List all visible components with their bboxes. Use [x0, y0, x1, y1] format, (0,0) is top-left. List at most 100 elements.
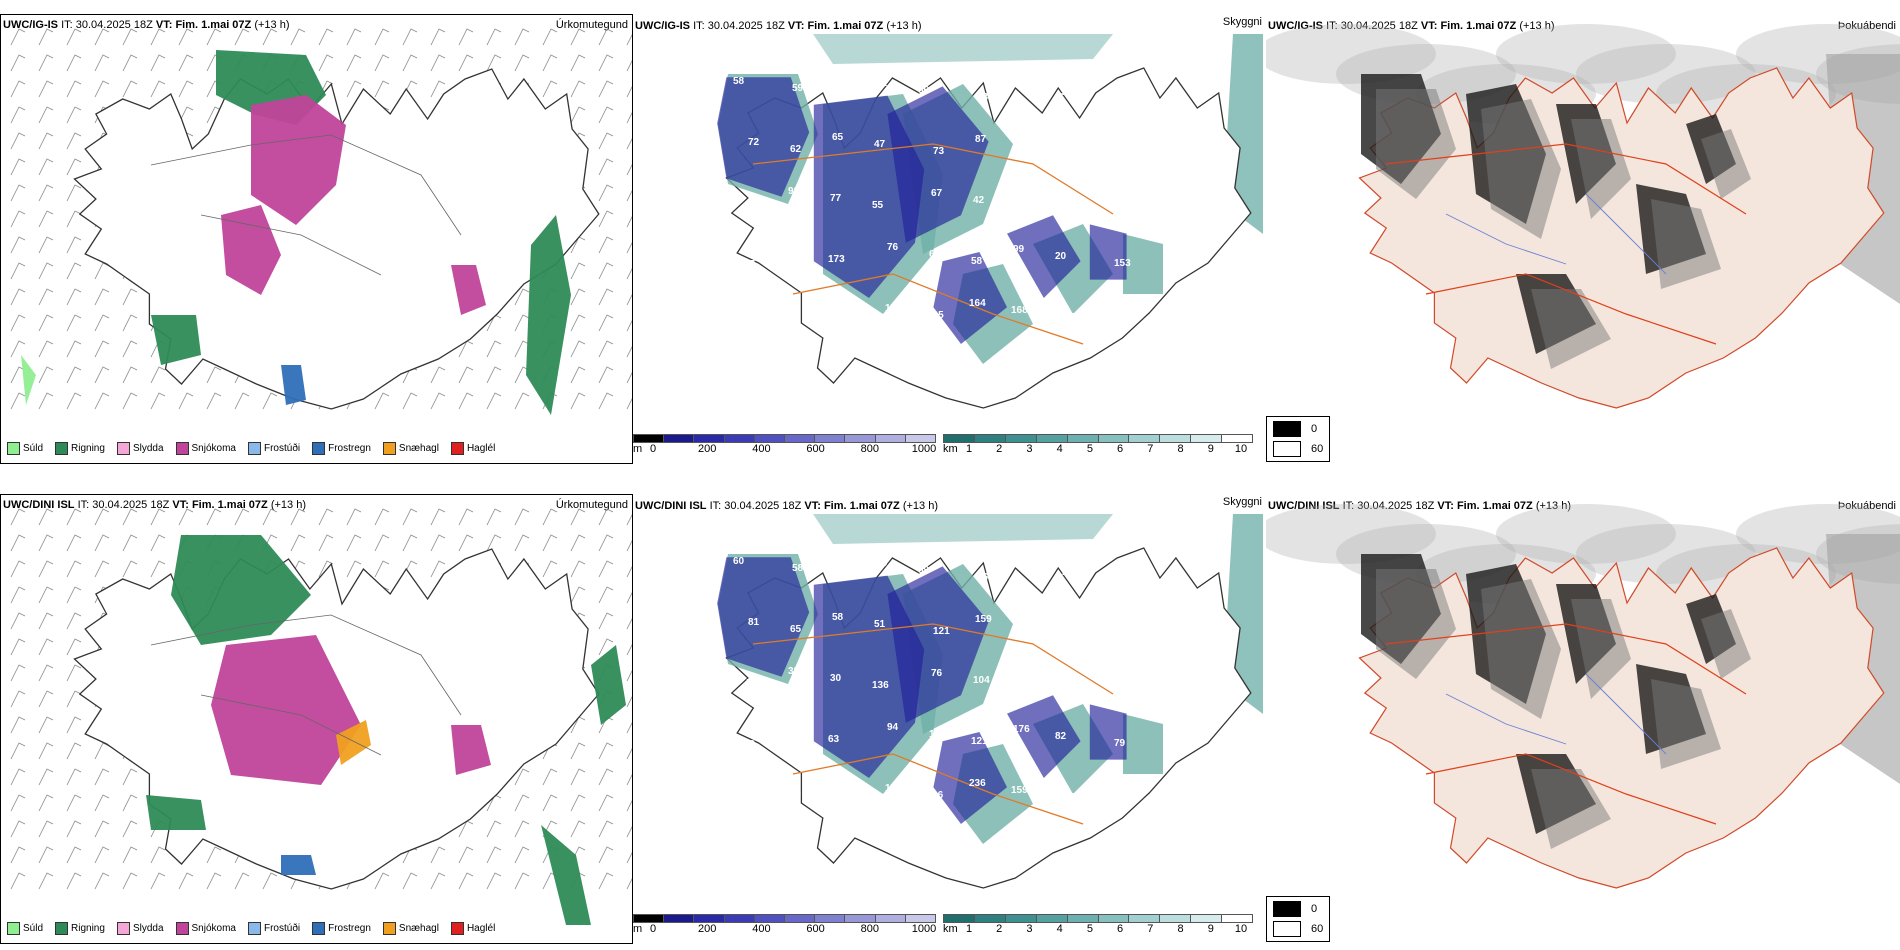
- wind-barb: [374, 28, 390, 46]
- wind-barb: [374, 872, 390, 890]
- precip-area: [591, 645, 626, 725]
- precip-type-panel-bottom: UWC/DINI ISL IT: 30.04.2025 18Z VT: Fim.…: [0, 494, 633, 944]
- fog-band: [1496, 504, 1676, 564]
- wind-barb: [10, 586, 26, 604]
- wind-barb: [66, 340, 82, 358]
- wind-barb: [38, 508, 54, 526]
- wind-barb: [458, 872, 474, 890]
- wind-barb: [122, 288, 138, 306]
- wind-barb: [626, 60, 632, 72]
- wind-barb: [626, 34, 632, 46]
- wind-barb: [38, 210, 54, 228]
- wind-barb: [10, 158, 26, 176]
- legend-item: Frostúði: [247, 922, 301, 935]
- legend-label: Haglél: [466, 443, 496, 454]
- cloud-base-label: 6: [782, 369, 788, 380]
- legend-label: Snjókoma: [191, 923, 236, 934]
- colorbar-tick-label: 10: [1234, 923, 1248, 935]
- colorbar-strip: [943, 434, 1253, 443]
- fog-legend-row: 60: [1273, 441, 1323, 457]
- precip-area: [281, 365, 306, 405]
- cloud-base-label: 60: [733, 556, 745, 567]
- panel-header: UWC/IG-IS IT: 30.04.2025 18Z VT: Fim. 1.…: [635, 20, 922, 32]
- cloud-base-label: 57: [746, 678, 758, 689]
- wind-barb: [598, 794, 614, 812]
- colorbar-step: [1160, 915, 1192, 922]
- legend-label: Frostúði: [263, 923, 301, 934]
- cloud-base-label: 76: [931, 668, 943, 679]
- wind-barb: [66, 288, 82, 306]
- wind-barb: [66, 28, 82, 46]
- wind-barb: [38, 794, 54, 812]
- wind-barb: [430, 872, 446, 890]
- colorbar-step: [944, 435, 975, 442]
- colorbar-step: [754, 915, 786, 922]
- cloud-base-label: 57: [1103, 94, 1115, 105]
- wind-barb: [598, 28, 614, 46]
- roads: [1385, 623, 1747, 825]
- wind-barb: [38, 690, 54, 708]
- legend-item: Slydda: [116, 442, 164, 455]
- wind-barb: [94, 820, 110, 838]
- wind-barb: [10, 106, 26, 124]
- colorbar-step: [1222, 435, 1253, 442]
- colorbar-unit: km: [943, 443, 958, 455]
- cloud-base-label: 95: [826, 776, 838, 787]
- precip-legend: Súld Rigning Slydda Snjókoma Frostúði Frostre…: [7, 442, 495, 455]
- wind-barb: [430, 28, 446, 46]
- colorbar-step: [634, 435, 665, 442]
- wind-barb: [38, 54, 54, 72]
- cloud-base-label: 58: [971, 256, 983, 267]
- wind-barb: [122, 768, 138, 786]
- low-cloud-base: [887, 86, 989, 243]
- cloud-base-label: 50: [1057, 670, 1069, 681]
- precip-area: [541, 825, 591, 925]
- wind-barb: [486, 872, 502, 890]
- legend-swatch: [175, 922, 189, 935]
- wind-barb: [626, 722, 632, 734]
- cloud-base-label: 162: [885, 783, 902, 794]
- wind-barb: [66, 742, 82, 760]
- wind-barb: [122, 80, 138, 98]
- fog-band: [1266, 504, 1436, 564]
- wind-barb: [122, 560, 138, 578]
- wind-barb: [94, 366, 110, 384]
- colorbar-tick-label: 1: [965, 443, 973, 455]
- colorbar-strip: [633, 914, 936, 923]
- wind-barb: [570, 560, 586, 578]
- cloud-base-label: 137: [929, 729, 946, 740]
- colorbar-step: [1160, 435, 1192, 442]
- colorbar-tick-label: 8: [1177, 923, 1184, 935]
- wind-barb: [10, 742, 26, 760]
- legend-swatch: [382, 442, 396, 455]
- precip-area: [336, 720, 371, 765]
- colorbar-step: [1005, 915, 1037, 922]
- fog-map: [1266, 24, 1900, 409]
- panel-title: Þokuábendi: [1837, 20, 1896, 32]
- colorbar-tick-label: 3: [1026, 923, 1033, 935]
- wind-barb: [598, 742, 614, 760]
- cloud-base-label: 63: [828, 734, 840, 745]
- low-cloud-base: [887, 566, 989, 723]
- colorbar-step: [1191, 915, 1223, 922]
- cloud-base-label: 236: [969, 778, 986, 789]
- cloud-base-label: 110: [1059, 148, 1076, 159]
- wind-barb: [514, 768, 530, 786]
- wind-barb: [626, 190, 632, 202]
- wind-barb: [570, 508, 586, 526]
- wind-barb: [514, 846, 530, 864]
- wind-barb: [402, 28, 418, 46]
- cloud-base-label: 59: [918, 565, 930, 576]
- wind-barb: [598, 560, 614, 578]
- precip-area: [526, 215, 571, 415]
- wind-barb: [598, 106, 614, 124]
- wind-barb: [178, 80, 194, 98]
- wind-barb: [38, 132, 54, 150]
- colorbar-strip: [633, 434, 936, 443]
- legend-swatch: [450, 442, 464, 455]
- wind-barb: [10, 340, 26, 358]
- legend-swatch: [55, 442, 69, 455]
- precip-legend: Súld Rigning Slydda Snjókoma Frostúði Frostre…: [7, 922, 495, 935]
- wind-barb: [570, 288, 586, 306]
- wind-barb: [374, 534, 390, 552]
